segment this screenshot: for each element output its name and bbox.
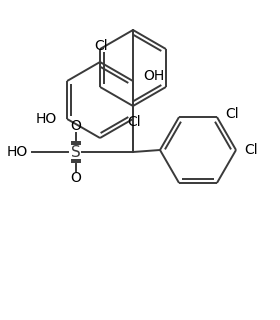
Text: S: S: [71, 145, 81, 159]
Text: O: O: [71, 171, 81, 185]
Text: HO: HO: [36, 112, 57, 126]
Text: Cl: Cl: [244, 143, 258, 157]
Text: OH: OH: [143, 69, 164, 83]
Text: HO: HO: [7, 145, 28, 159]
Text: Cl: Cl: [127, 115, 141, 129]
Text: O: O: [71, 119, 81, 133]
Text: Cl: Cl: [225, 107, 239, 121]
Text: Cl: Cl: [94, 39, 108, 53]
